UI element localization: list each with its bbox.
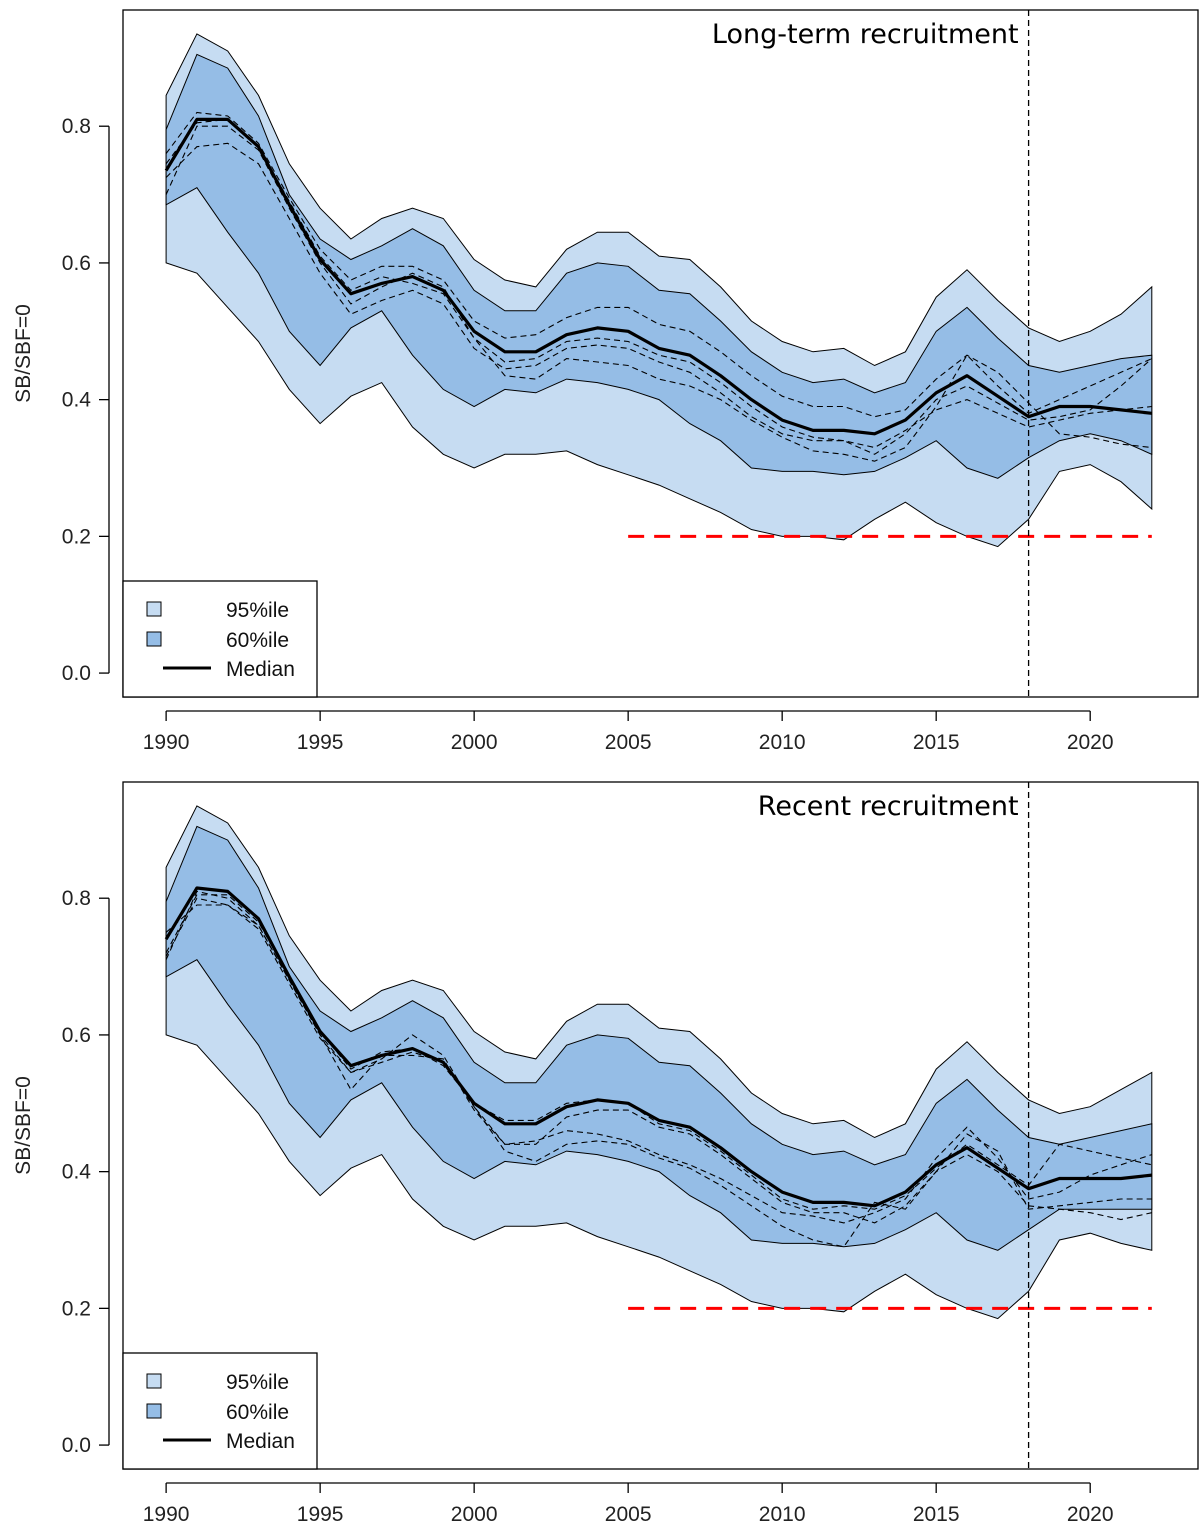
trace-line-1 (165, 897, 1152, 1224)
x-axis: 1990 1995 2000 2005 2010 2015 2020 (143, 1482, 1114, 1526)
trace-line-1 (165, 111, 1152, 449)
panel-recent: Recent recruitment 1990 1995 2000 2005 2010 2… (12, 781, 1199, 1526)
trace-line-2 (165, 904, 1152, 1224)
y-tick-label: 0.6 (62, 1024, 91, 1047)
x-tick-label: 2000 (451, 1503, 498, 1526)
band-60-area (165, 825, 1153, 1251)
x-tick-label: 1995 (297, 731, 344, 754)
legend: 95%ile 60%ile Median (122, 1352, 318, 1470)
legend-label-median: Median (226, 658, 295, 681)
y-tick-label: 0.8 (62, 887, 91, 910)
chart-title: Recent recruitment (758, 791, 1019, 822)
x-tick-label: 2020 (1067, 731, 1114, 754)
plot-frame (122, 781, 1199, 1470)
y-tick-label: 0.0 (62, 1434, 91, 1457)
y-tick-label: 0.2 (62, 1297, 91, 1320)
median-line (164, 886, 1152, 1208)
legend: 95%ile 60%ile Median (122, 580, 318, 698)
traces-layer (165, 890, 1152, 1248)
trace-line-2 (165, 142, 1153, 455)
legend-swatch-95 (146, 1373, 162, 1389)
y-tick-label: 0.0 (62, 662, 91, 685)
y-axis-label: SB/SBF=0 (12, 1076, 35, 1175)
y-tick-label: 0.4 (62, 1161, 92, 1184)
y-axis: 0.0 0.2 0.4 0.6 0.8 (62, 887, 110, 1457)
legend-label-95: 95%ile (226, 1371, 289, 1394)
y-tick-label: 0.6 (62, 252, 91, 275)
legend-label-60: 60%ile (226, 629, 289, 652)
x-tick-label: 1990 (143, 1503, 190, 1526)
x-tick-label: 1990 (143, 731, 190, 754)
band60-layer (165, 825, 1153, 1251)
x-axis: 1990 1995 2000 2005 2010 2015 2020 (143, 710, 1114, 754)
y-axis: 0.0 0.2 0.4 0.6 0.8 (62, 115, 110, 685)
trace-line-3 (165, 894, 1152, 1210)
plot-frame (122, 9, 1199, 698)
trace-line-3 (165, 125, 1152, 449)
panel-long-term: Long-term recruitment 1990 1995 2000 2005 20… (12, 9, 1199, 754)
legend-swatch-60 (146, 631, 162, 647)
legend-swatch-95 (146, 601, 162, 617)
x-tick-label: 2000 (451, 731, 498, 754)
x-tick-label: 2015 (913, 1503, 960, 1526)
y-axis-label: SB/SBF=0 (12, 304, 35, 403)
median-layer (164, 117, 1152, 436)
y-tick-label: 0.4 (62, 389, 92, 412)
band60-layer (165, 53, 1153, 479)
chart-title: Long-term recruitment (712, 19, 1019, 50)
legend-label-60: 60%ile (226, 1401, 289, 1424)
x-tick-label: 1995 (297, 1503, 344, 1526)
trace-line-4 (165, 890, 1152, 1248)
median-line (164, 117, 1152, 436)
x-tick-label: 2020 (1067, 1503, 1114, 1526)
trace-line-4 (165, 118, 1153, 462)
traces-layer (165, 111, 1153, 462)
median-layer (164, 886, 1152, 1208)
x-tick-label: 2015 (913, 731, 960, 754)
legend-label-median: Median (226, 1430, 295, 1453)
band-60-area (165, 53, 1153, 479)
legend-swatch-60 (146, 1403, 162, 1419)
y-tick-label: 0.2 (62, 525, 91, 548)
legend-label-95: 95%ile (226, 599, 289, 622)
x-tick-label: 2005 (605, 1503, 652, 1526)
x-tick-label: 2010 (759, 1503, 806, 1526)
x-tick-label: 2010 (759, 731, 806, 754)
x-tick-label: 2005 (605, 731, 652, 754)
y-tick-label: 0.8 (62, 115, 91, 138)
